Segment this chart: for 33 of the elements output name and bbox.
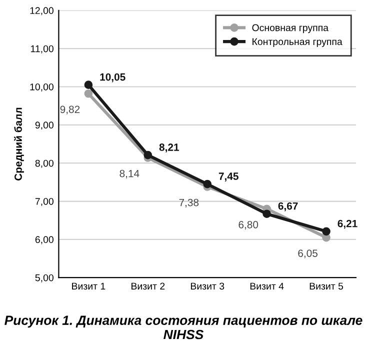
point [84, 80, 93, 90]
point [322, 227, 330, 236]
y-tick-label: 11,00 [30, 45, 54, 54]
point [262, 210, 271, 218]
legend-label: Основная группа [252, 24, 329, 34]
x-tick-label: Визит 3 [190, 282, 224, 290]
data-label: 8,14 [120, 170, 140, 178]
data-label: 6,80 [238, 220, 258, 230]
y-tick-label: 12,00 [30, 7, 54, 16]
data-label: 6,05 [298, 250, 318, 258]
data-label: 8,21 [159, 144, 179, 152]
y-tick-label: 10,00 [30, 83, 54, 92]
x-tick-label: Визит 1 [72, 282, 106, 290]
y-tick-label: 7,00 [35, 198, 54, 206]
text: Рисунок 1. Динамика состояния пациентов по шкале NIHSS [4, 316, 362, 340]
data-label: 6,21 [338, 220, 358, 229]
data-label: 7,38 [179, 198, 199, 208]
y-tick-label: 8,00 [35, 160, 54, 168]
y-axis-title: Средний балл [14, 108, 24, 180]
y-tick-label: 5,00 [35, 274, 54, 282]
point [144, 150, 152, 160]
data-label: 10,05 [100, 73, 126, 82]
x-tick-label: Визит 5 [310, 282, 344, 290]
data-label: 6,67 [278, 202, 298, 212]
legend-label: Контрольная группа [252, 38, 342, 48]
point [203, 180, 212, 188]
x-tick-label: Визит 2 [132, 282, 165, 290]
point [84, 89, 93, 98]
x-tick-label: Визит 4 [250, 282, 284, 290]
y-tick-label: 9,00 [35, 122, 54, 130]
data-label: 9,82 [60, 106, 80, 114]
y-tick-label: 6,00 [35, 236, 54, 244]
data-label: 7,45 [218, 172, 238, 182]
